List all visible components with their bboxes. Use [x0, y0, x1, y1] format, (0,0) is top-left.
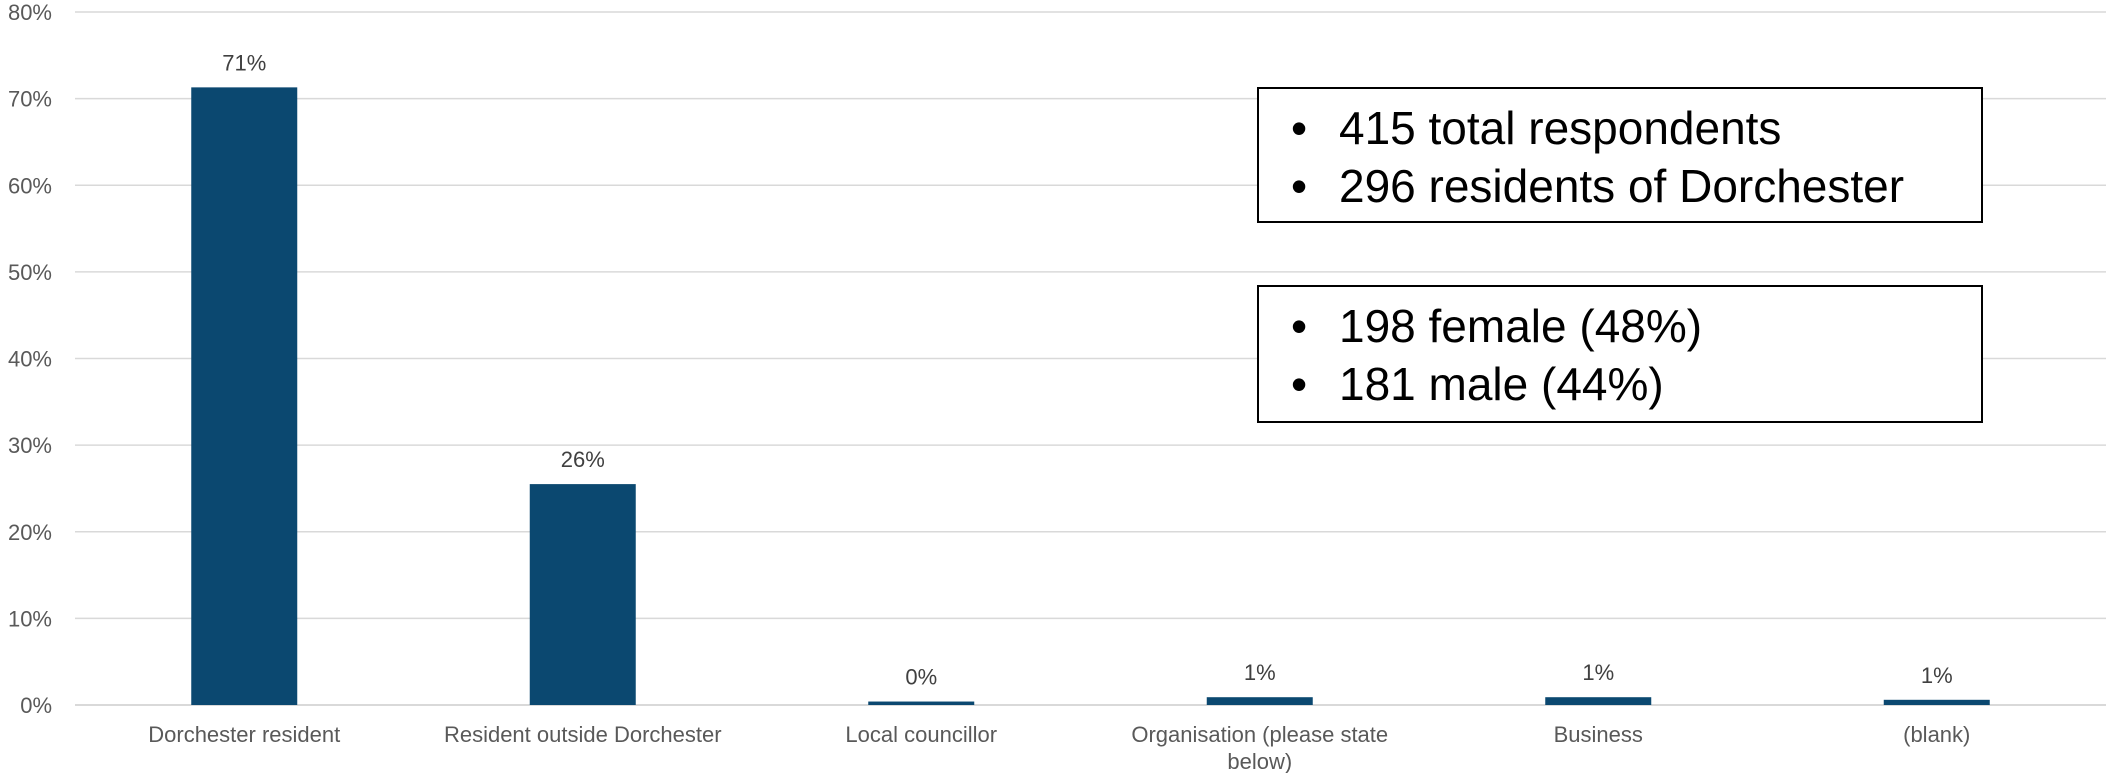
data-label: 1% [1921, 663, 1953, 688]
bar [868, 701, 975, 705]
category-label: (blank) [1903, 722, 1970, 747]
category-label: Organisation (please state below) [1131, 722, 1388, 773]
category-label: Local councillor [845, 722, 997, 747]
data-label: 1% [1244, 660, 1276, 685]
category-label: Business [1554, 722, 1643, 747]
y-tick-label: 70% [8, 87, 52, 112]
y-tick-label: 50% [8, 260, 52, 285]
bar [1206, 697, 1313, 705]
bar [1545, 697, 1652, 705]
y-tick-label: 80% [8, 0, 52, 25]
data-label: 71% [222, 50, 266, 75]
note-total-respondents: • 415 total respondents [1290, 102, 1782, 154]
category-labels: Dorchester resident Resident outside Dorc… [148, 722, 1970, 773]
y-tick-label: 60% [8, 173, 52, 198]
bar [1883, 699, 1990, 705]
bars [191, 87, 1990, 705]
gender-note-box: • 198 female (48%) • 181 male (44%) [1257, 285, 1983, 423]
y-axis-tick-labels: 0% 10% 20% 30% 40% 50% 60% 70% 80% [8, 0, 52, 718]
note-male: • 181 male (44%) [1290, 358, 1664, 410]
category-label: Resident outside Dorchester [444, 722, 722, 747]
y-tick-label: 40% [8, 347, 52, 372]
gridlines [75, 11, 2106, 706]
data-label: 1% [1582, 660, 1614, 685]
y-tick-label: 30% [8, 433, 52, 458]
y-tick-label: 10% [8, 606, 52, 631]
respondents-note-box: • 415 total respondents • 296 residents of… [1257, 87, 1983, 223]
note-female: • 198 female (48%) [1290, 300, 1703, 352]
bar [529, 484, 636, 705]
y-tick-label: 20% [8, 520, 52, 545]
y-tick-label: 0% [20, 693, 52, 718]
data-label: 0% [905, 665, 937, 690]
category-label: Dorchester resident [148, 722, 340, 747]
note-dorchester-residents: • 296 residents of Dorchester [1290, 160, 1905, 212]
data-label: 26% [561, 447, 605, 472]
bar [191, 87, 298, 705]
data-labels: 71% 26% 0% 1% 1% 1% [222, 50, 1952, 689]
